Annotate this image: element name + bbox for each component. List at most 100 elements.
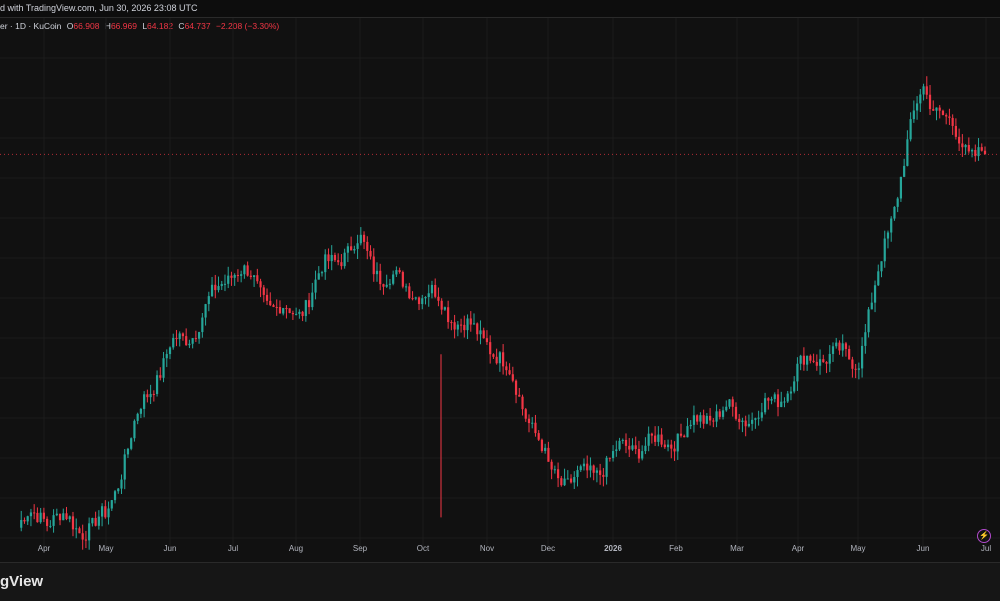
candle-body (440, 300, 443, 310)
candle-body (647, 433, 650, 446)
candle-body (948, 116, 951, 118)
candle-body (912, 110, 915, 120)
candle-body (201, 317, 204, 333)
candle-body (58, 513, 62, 521)
candle-body (20, 519, 23, 528)
candle-body (236, 275, 240, 277)
candle-body (773, 394, 776, 399)
candle-body (563, 478, 566, 486)
candle-body (657, 434, 660, 442)
candle-body (741, 420, 744, 423)
symbol-label[interactable]: er · 1D · KuCoin (0, 21, 62, 31)
candle-body (97, 516, 100, 526)
candle-body (356, 243, 359, 249)
candle-body (602, 474, 605, 477)
candle-body (443, 307, 447, 310)
candle-body (576, 470, 579, 478)
candle-body (550, 461, 553, 470)
candle-body (928, 94, 932, 110)
candle-body (521, 396, 524, 410)
x-tick-label: Dec (541, 544, 555, 553)
candle-body (967, 144, 970, 152)
candle-body (595, 470, 599, 473)
candle-body (867, 309, 870, 333)
candle-body (275, 306, 278, 308)
candle-body (366, 241, 369, 251)
candle-body (696, 415, 699, 422)
candle-body (547, 447, 550, 462)
candle-body (401, 272, 404, 287)
high-label: H (104, 21, 111, 31)
candle-body (873, 285, 877, 303)
candle-body (252, 275, 256, 277)
candle-body (149, 393, 152, 398)
x-tick-label: Feb (669, 544, 683, 553)
candle-body (553, 469, 556, 471)
candle-body (285, 308, 288, 310)
candle-body (663, 444, 666, 448)
candle-body (505, 366, 508, 371)
candle-body (841, 343, 844, 351)
candle-body (527, 418, 531, 424)
x-tick-label: Sep (353, 544, 368, 553)
candle-body (951, 117, 954, 126)
candle-body (983, 150, 987, 155)
x-tick-label: Jul (228, 544, 238, 553)
candlestick-chart[interactable]: Apr May Jun Jul Aug Sep Oct Nov Dec 2026 Feb Mar Apr… (0, 18, 1000, 562)
candle-body (812, 360, 815, 362)
candle-body (676, 433, 679, 452)
chart-pane[interactable] (0, 18, 1000, 562)
close-value: 64.737 (184, 21, 211, 31)
candle-body (537, 433, 540, 440)
candle-body (188, 343, 191, 346)
candle-body (495, 356, 498, 364)
candle-body (569, 478, 573, 483)
candle-body (282, 308, 285, 314)
candle-body (29, 512, 33, 517)
candle-body (644, 445, 647, 452)
candle-body (120, 479, 123, 489)
candle-body (809, 355, 812, 361)
candle-body (408, 286, 411, 299)
candle-body (178, 333, 181, 340)
candle-body (938, 107, 941, 111)
candle-body (531, 422, 534, 424)
candle-body (818, 359, 822, 366)
close-label: C (178, 21, 185, 31)
candle-body (214, 284, 217, 291)
candle-body (540, 439, 544, 451)
candle-body (825, 362, 828, 364)
candle-body (198, 332, 201, 339)
candle-body (466, 318, 469, 331)
candle-body (265, 294, 269, 301)
candle-body (459, 324, 463, 326)
candle-body (909, 119, 912, 140)
candle-body (844, 343, 848, 349)
candle-body (848, 348, 851, 360)
candle-body (123, 454, 126, 480)
candle-body (838, 342, 841, 351)
footer-bar: gView (0, 562, 1000, 601)
candle-body (46, 518, 49, 526)
candle-body (958, 136, 961, 144)
candle-body (71, 516, 75, 530)
candle-body (492, 354, 495, 357)
candle-body (385, 284, 388, 287)
candle-body (615, 449, 618, 452)
candle-body (152, 393, 155, 395)
x-tick-label: Apr (792, 544, 805, 553)
candle-body (181, 333, 185, 337)
candle-body (346, 246, 349, 253)
candle-body (770, 398, 773, 401)
candle-body (851, 359, 854, 369)
candle-body (880, 261, 883, 272)
candle-body (721, 410, 725, 417)
candle-body (240, 274, 243, 276)
candle-body (155, 375, 159, 394)
candle-body (611, 451, 615, 459)
candle-body (337, 260, 340, 263)
candle-body (333, 254, 337, 261)
candle-body (935, 107, 938, 111)
candle-body (39, 512, 42, 523)
lightning-bolt-icon[interactable]: ⚡ (977, 529, 991, 543)
